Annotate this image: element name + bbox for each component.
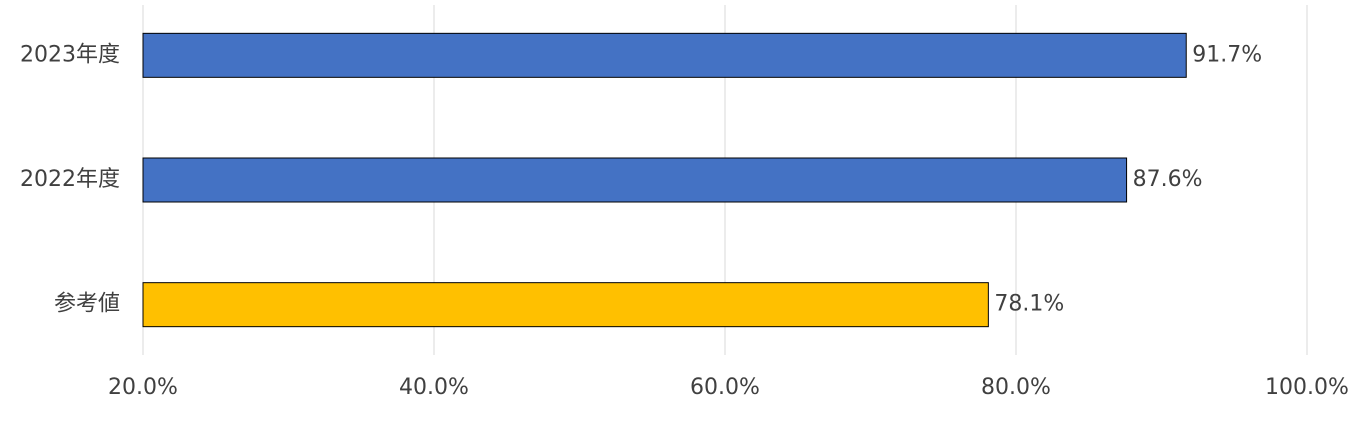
y-tick-label: 2023年度 (20, 42, 120, 67)
x-tick-label: 60.0% (690, 375, 760, 400)
x-tick-label: 20.0% (108, 375, 178, 400)
value-label: 78.1% (994, 292, 1064, 317)
value-label: 87.6% (1133, 167, 1203, 192)
y-tick-label: 2022年度 (20, 167, 120, 192)
y-tick-label: 参考値 (54, 292, 120, 317)
value-label: 91.7% (1192, 42, 1262, 67)
bar (142, 282, 989, 328)
x-tick-label: 40.0% (399, 375, 469, 400)
bar (142, 32, 1187, 78)
bar (142, 157, 1128, 203)
x-tick-label: 80.0% (981, 375, 1051, 400)
x-tick-label: 100.0% (1265, 375, 1349, 400)
